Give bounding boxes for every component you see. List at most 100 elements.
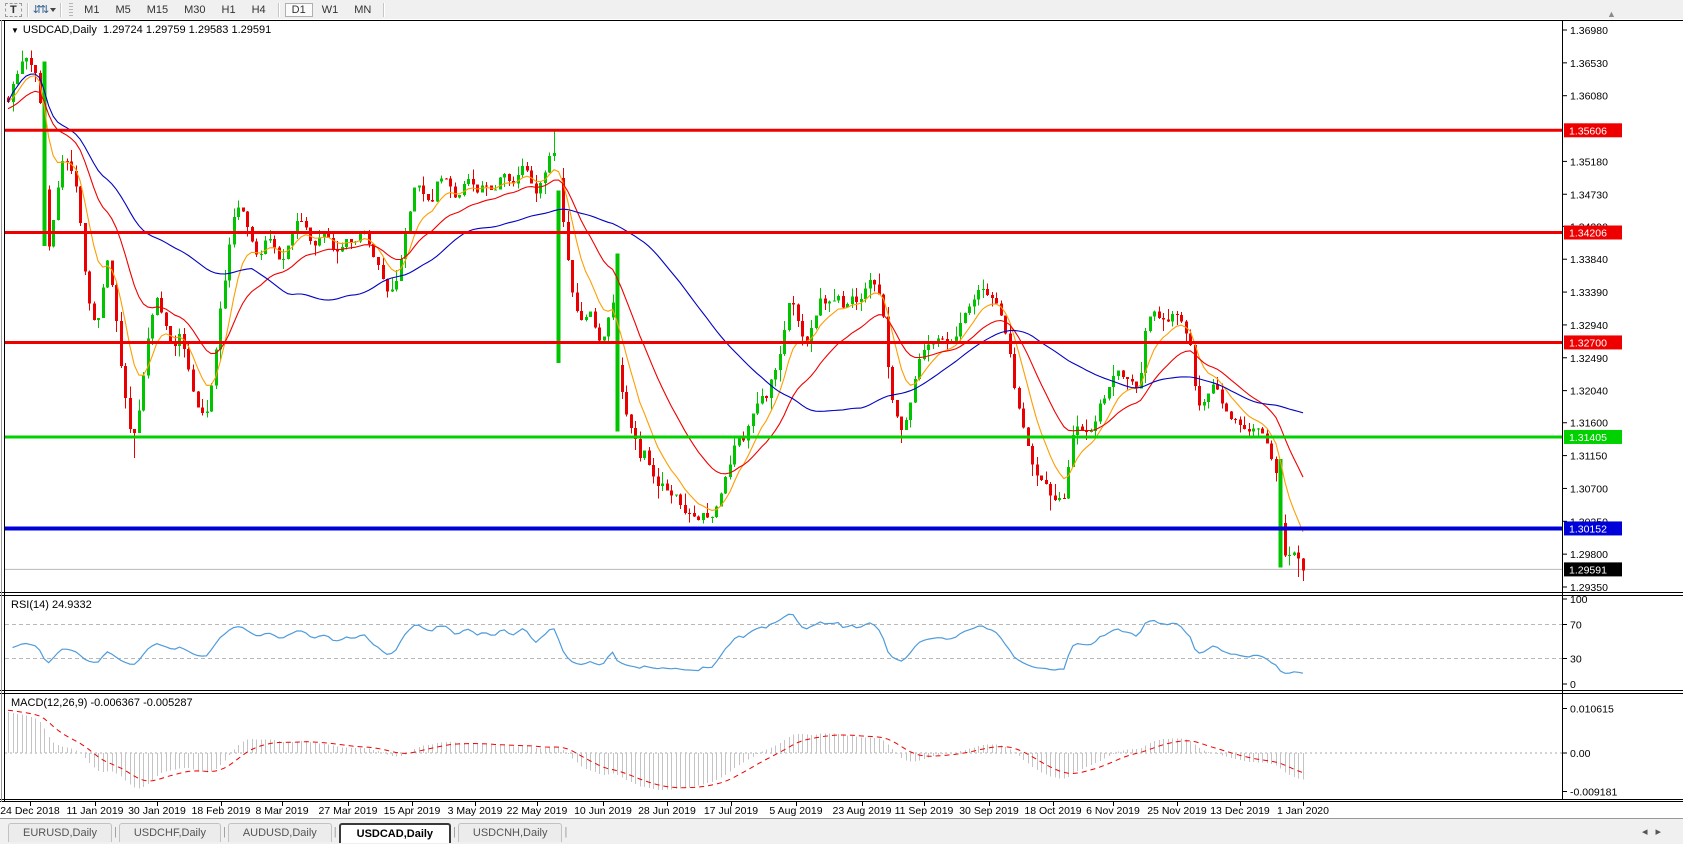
price-tick-label: 1.29800: [1570, 549, 1608, 561]
slow-ma-line: [7, 73, 1304, 414]
timeframe-button-w1[interactable]: W1: [321, 3, 339, 16]
rsi-panel-label: RSI(14) 24.9332: [11, 599, 92, 611]
date-label: 23 Aug 2019: [833, 805, 892, 817]
arrows-icon[interactable]: ⇵⇅: [32, 4, 50, 16]
tab-separator: |: [222, 826, 226, 838]
timeframe-button-h1[interactable]: H1: [221, 3, 236, 16]
toolbar-separator: [26, 2, 29, 17]
tab-eurusd[interactable]: EURUSD,Daily: [8, 823, 112, 842]
chart-ohlc-values: 1.29724 1.29759 1.29583 1.29591: [103, 24, 272, 36]
date-label: 30 Jan 2019: [128, 805, 186, 817]
date-label: 18 Feb 2019: [192, 805, 251, 817]
macd-chart-area: [5, 709, 1562, 790]
svg-text:1.32700: 1.32700: [1569, 337, 1607, 349]
price-tag-1.29591: 1.29591: [1564, 562, 1622, 577]
toolbar-separator: [60, 2, 63, 17]
date-label: 27 Mar 2019: [319, 805, 378, 817]
price-tick-label: 1.31150: [1570, 451, 1607, 463]
date-label: 28 Jun 2019: [638, 805, 696, 817]
price-tick-label: 1.36530: [1570, 58, 1608, 70]
price-tag-1.32700: 1.32700: [1564, 335, 1622, 350]
timeframe-button-h4[interactable]: H4: [251, 3, 266, 16]
date-label: 11 Jan 2019: [66, 805, 123, 817]
tab-usdcnh[interactable]: USDCNH,Daily: [457, 823, 563, 842]
price-tick-label: 1.36080: [1570, 91, 1608, 103]
price-tick-label: 1.32490: [1570, 353, 1608, 365]
tabs-scroll-right-icon[interactable]: ▸: [1655, 826, 1669, 838]
price-tick-label: 1.31600: [1570, 418, 1608, 430]
rsi-axis-label: 70: [1570, 620, 1582, 632]
scroll-up-marker[interactable]: ▲: [1607, 9, 1616, 19]
rsi-value: 24.9332: [51, 599, 92, 611]
svg-text:1.29591: 1.29591: [1569, 564, 1607, 576]
svg-text:1.34206: 1.34206: [1569, 228, 1607, 240]
price-tick-label: 1.32940: [1570, 320, 1608, 332]
price-tick-label: 1.30700: [1570, 483, 1608, 495]
macd-panel-label: MACD(12,26,9) -0.006367 -0.005287: [11, 697, 193, 709]
timeframe-button-m15[interactable]: M15: [146, 3, 169, 16]
macd-axis-label: 0.010615: [1570, 703, 1614, 715]
toolbar-grip[interactable]: [69, 2, 74, 17]
tab-usdchf[interactable]: USDCHF,Daily: [118, 823, 221, 842]
mid-ma-line: [7, 90, 1304, 478]
toolbar-separator: [277, 2, 280, 17]
date-label: 11 Sep 2019: [895, 805, 954, 817]
timeframe-button-d1[interactable]: D1: [284, 2, 313, 17]
main-chart-area: [5, 50, 1562, 581]
rsi-axis-label: 100: [1570, 594, 1588, 606]
tab-usdcad[interactable]: USDCAD,Daily: [338, 822, 452, 843]
timeframe-button-m1[interactable]: M1: [84, 3, 100, 16]
rsi-line: [12, 613, 1304, 674]
price-tag-1.34206: 1.34206: [1564, 225, 1622, 240]
chart-symbol-label: USDCAD,Daily: [22, 24, 97, 36]
tab-separator: |: [453, 826, 456, 838]
timeframe-button-mn[interactable]: MN: [354, 3, 372, 16]
macd-histogram: [8, 711, 1304, 790]
text-tool-button[interactable]: T: [5, 2, 22, 17]
svg-text:1.31405: 1.31405: [1569, 432, 1607, 444]
date-label: 10 Jun 2019: [574, 805, 632, 817]
symbol-dropdown-icon[interactable]: ▼: [11, 26, 19, 35]
date-label: 25 Nov 2019: [1147, 805, 1207, 817]
date-label: 30 Sep 2019: [959, 805, 1019, 817]
panel-borders: [0, 20, 1683, 802]
tab-audusd[interactable]: AUDUSD,Daily: [227, 823, 332, 842]
timeframe-button-m5[interactable]: M5: [115, 3, 131, 16]
price-tick-label: 1.33390: [1570, 287, 1608, 299]
macd-axis-label: 0.00: [1570, 748, 1591, 760]
macd-signal-line: [7, 709, 1304, 789]
date-label: 8 Mar 2019: [255, 805, 308, 817]
price-tag-1.30152: 1.30152: [1564, 521, 1622, 536]
rsi-axis-label: 0: [1570, 679, 1576, 691]
tab-separator: |: [113, 826, 117, 838]
tabs-scroll-left-icon[interactable]: ◂: [1641, 826, 1656, 838]
svg-text:1.35606: 1.35606: [1569, 125, 1607, 137]
symbol-tabbar: EURUSD,Daily | USDCHF,Daily | AUDUSD,Daily | U…: [0, 818, 1683, 844]
timeframe-button-m30[interactable]: M30: [184, 3, 206, 16]
toolbar-separator: [383, 2, 386, 17]
price-tick-label: 1.34730: [1570, 189, 1608, 201]
tab-separator: |: [564, 826, 568, 838]
tabs-scroll-nav: ◂▸: [1642, 825, 1669, 838]
date-label: 15 Apr 2019: [384, 805, 441, 817]
tab-items: EURUSD,Daily | USDCHF,Daily | AUDUSD,Daily | U…: [8, 822, 569, 843]
top-toolbar: T ⇵⇅ M1 M5 M15 M30 H1 H4 D1 W1 MN: [0, 0, 1683, 19]
date-label: 5 Aug 2019: [769, 805, 822, 817]
dropdown-caret-icon[interactable]: [50, 7, 57, 12]
date-label: 6 Nov 2019: [1086, 805, 1140, 817]
date-label: 24 Dec 2018: [0, 805, 60, 817]
date-label: 22 May 2019: [507, 805, 568, 817]
fast-ma-line: [7, 75, 1304, 533]
tab-separator: |: [333, 826, 337, 838]
price-tick-label: 1.35180: [1570, 156, 1608, 168]
rsi-axis-label: 30: [1570, 654, 1582, 666]
price-tag-1.35606: 1.35606: [1564, 123, 1622, 138]
date-label: 3 May 2019: [448, 805, 503, 817]
price-axis: 1.36980 1.36530 1.36080 1.35180 1.34730 1.342…: [1563, 25, 1622, 798]
svg-text:1.30152: 1.30152: [1569, 523, 1607, 535]
date-label: 17 Jul 2019: [704, 805, 758, 817]
rsi-chart-area: [5, 613, 1562, 674]
macd-axis-label: -0.009181: [1570, 786, 1617, 798]
